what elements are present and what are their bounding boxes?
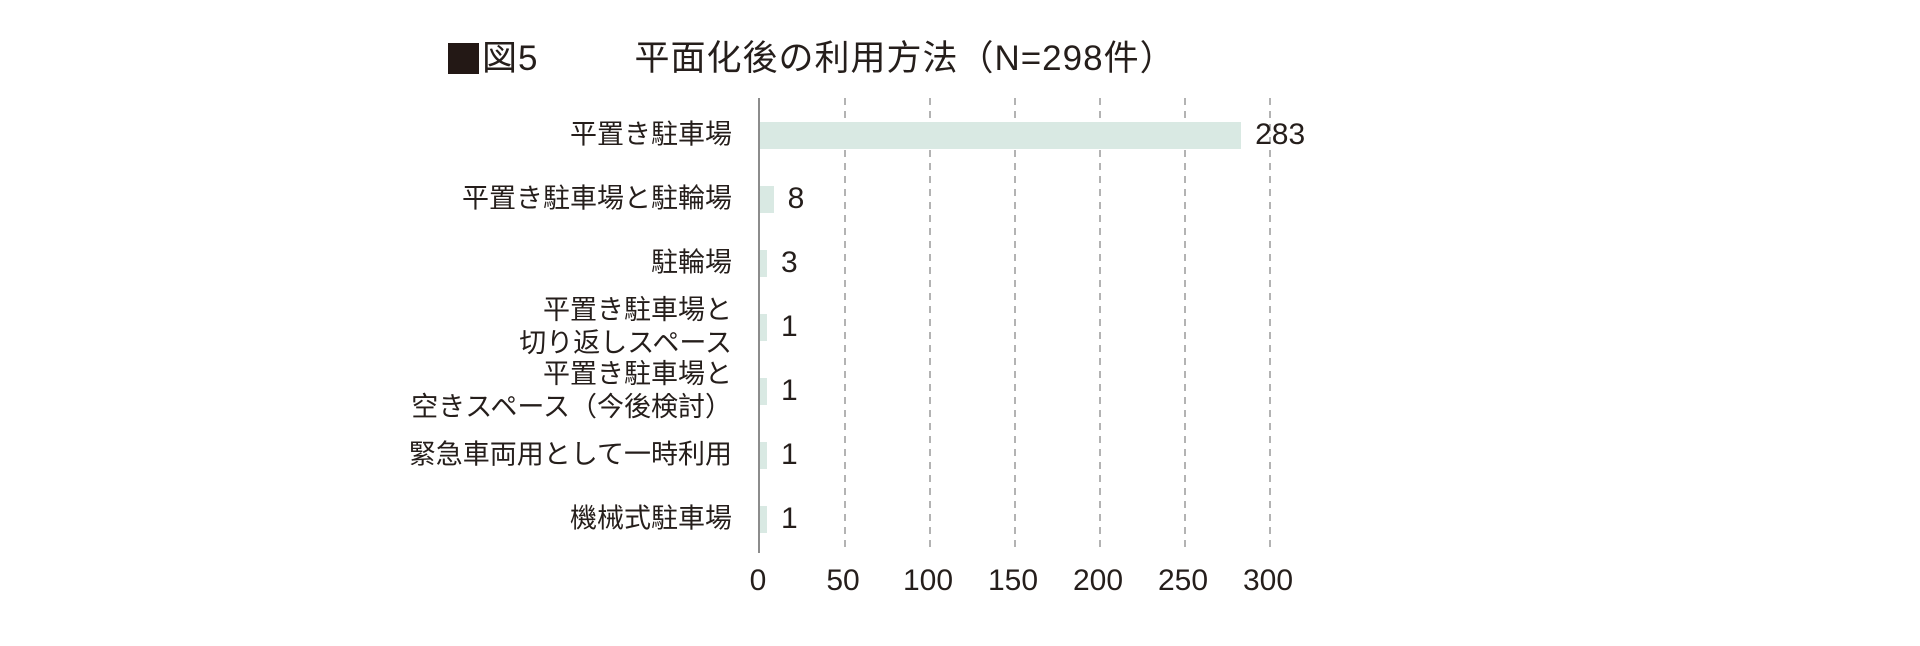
- category-label: 平置き駐車場: [570, 119, 732, 150]
- gridline-250: [1184, 98, 1186, 553]
- category-label: 平置き駐車場と 切り返しスペース: [519, 295, 732, 358]
- x-tick-label-300: 300: [1242, 564, 1294, 597]
- x-tick-label-150: 150: [987, 564, 1039, 597]
- figure-title-row: 図5 平面化後の利用方法（N=298件）: [448, 38, 1176, 78]
- bar-row: 1: [760, 502, 798, 535]
- gridline-150: [1014, 98, 1016, 553]
- bar-value-label: 1: [781, 502, 798, 535]
- bar: [760, 121, 1242, 149]
- category-label: 平置き駐車場と駐輪場: [462, 183, 732, 214]
- bar-value-label: 1: [781, 374, 798, 407]
- x-tick-label-50: 50: [826, 564, 860, 597]
- bar: [760, 313, 767, 341]
- bar-row: 1: [760, 438, 798, 471]
- bar-row: 1: [760, 310, 798, 343]
- bar-row: 1: [760, 374, 798, 407]
- bar-value-label: 8: [787, 182, 805, 215]
- gridline-300: [1269, 98, 1271, 553]
- category-label: 機械式駐車場: [570, 503, 732, 534]
- gridline-50: [844, 98, 846, 553]
- chart-title: 平面化後の利用方法（N=298件）: [634, 38, 1176, 78]
- bar: [760, 185, 774, 213]
- figure-number-label: 図5: [482, 38, 539, 78]
- gridline-100: [929, 98, 931, 553]
- bar-value-label: 283: [1255, 118, 1306, 151]
- bar: [760, 249, 767, 277]
- x-tick-label-0: 0: [749, 564, 767, 597]
- bar-row: 283: [760, 118, 1306, 151]
- plot-area: 283 8 3 1 1 1 1: [758, 98, 1305, 553]
- gridline-200: [1099, 98, 1101, 553]
- bar-row: 8: [760, 182, 805, 215]
- x-tick-label-100: 100: [902, 564, 954, 597]
- category-label: 平置き駐車場と 空きスペース（今後検討）: [411, 359, 732, 422]
- bar-value-label: 3: [781, 246, 798, 279]
- category-label: 駐輪場: [651, 247, 732, 278]
- bar-value-label: 1: [781, 438, 798, 471]
- black-square-icon: [448, 42, 479, 74]
- bar: [760, 377, 767, 405]
- bar: [760, 441, 767, 469]
- bar-value-label: 1: [781, 310, 798, 343]
- x-tick-label-250: 250: [1157, 564, 1209, 597]
- bar-row: 3: [760, 246, 798, 279]
- category-label-column: 平置き駐車場平置き駐車場と駐輪場駐輪場平置き駐車場と 切り返しスペース 平置き駐車…: [0, 98, 745, 553]
- x-tick-label-200: 200: [1072, 564, 1124, 597]
- x-axis: 0 50 100 150 200 250 300: [750, 564, 1293, 600]
- category-label: 緊急車両用として一時利用: [408, 439, 732, 470]
- bar: [760, 505, 767, 533]
